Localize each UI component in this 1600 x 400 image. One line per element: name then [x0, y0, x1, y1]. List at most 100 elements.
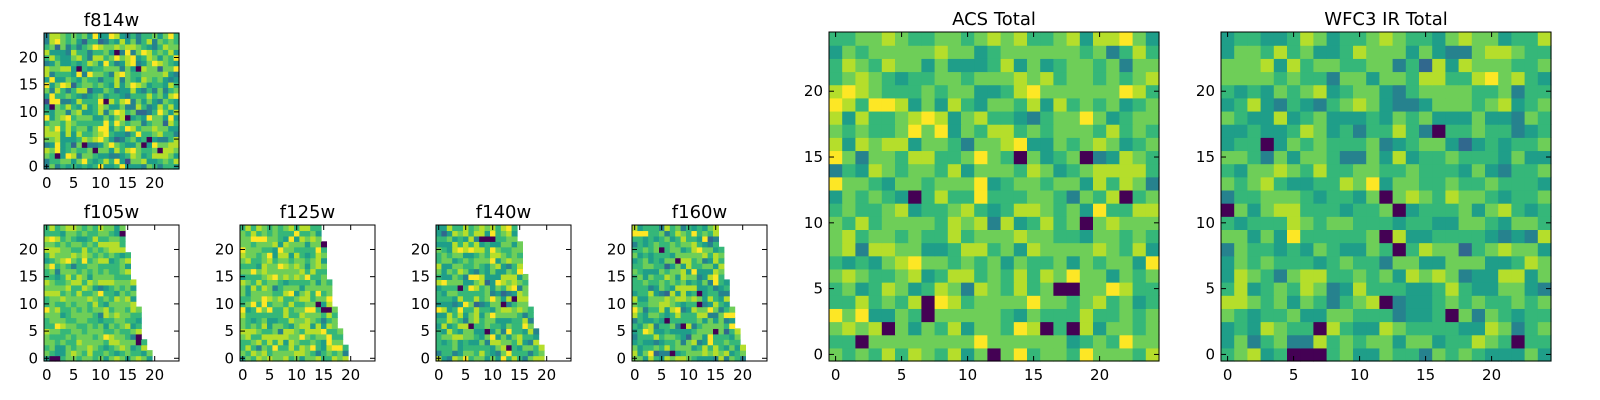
- heatmap-cell: [326, 317, 333, 324]
- heatmap-cell: [54, 103, 61, 110]
- heatmap-cell: [1040, 242, 1054, 257]
- heatmap-cell: [261, 328, 268, 335]
- heatmap-cell: [1379, 137, 1394, 152]
- heatmap-cell: [637, 306, 644, 313]
- heatmap-cell: [1485, 321, 1499, 336]
- heatmap-cell: [119, 268, 126, 275]
- heatmap-cell: [441, 241, 448, 248]
- heatmap-cell: [98, 306, 104, 313]
- heatmap-cell: [961, 189, 975, 204]
- heatmap-cell: [457, 317, 464, 324]
- heatmap-cell: [157, 120, 164, 127]
- heatmap-cell: [868, 255, 883, 270]
- heatmap-cell: [1273, 150, 1288, 165]
- heatmap-cell: [299, 355, 306, 362]
- heatmap-cell: [60, 252, 67, 259]
- heatmap-cell: [648, 252, 655, 259]
- heatmap-cell: [256, 252, 263, 259]
- heatmap-cell: [92, 322, 99, 329]
- heatmap-cell: [452, 235, 459, 242]
- heatmap-cell: [157, 163, 164, 170]
- heatmap-cell: [114, 125, 121, 132]
- heatmap-cell: [637, 333, 644, 340]
- heatmap-cell: [457, 333, 464, 340]
- heatmap-cell: [908, 268, 922, 283]
- heatmap-cell: [299, 301, 306, 308]
- heatmap-cell: [162, 141, 169, 148]
- heatmap-cell: [1247, 268, 1262, 283]
- heatmap-cell: [1247, 97, 1262, 112]
- heatmap-cell: [288, 339, 295, 346]
- y-tick-label: 10: [1196, 214, 1215, 232]
- heatmap-cell: [723, 295, 730, 302]
- heatmap-cell: [1458, 163, 1473, 178]
- heatmap-cell: [114, 355, 121, 362]
- heatmap-cell: [54, 136, 61, 143]
- heatmap-cell: [642, 257, 649, 264]
- heatmap-cell: [272, 306, 279, 313]
- heatmap-cell: [895, 242, 909, 257]
- heatmap-cell: [436, 295, 442, 302]
- heatmap-cell: [103, 76, 110, 83]
- heatmap-cell: [299, 295, 306, 302]
- heatmap-cell: [162, 92, 169, 99]
- heatmap-cell: [157, 49, 164, 56]
- heatmap-cell: [60, 60, 67, 67]
- heatmap-cell: [146, 49, 153, 56]
- heatmap-cell: [108, 87, 115, 94]
- heatmap-cell: [1300, 176, 1314, 191]
- heatmap-cell: [691, 312, 698, 319]
- heatmap-cell: [934, 124, 949, 138]
- heatmap-cell: [277, 284, 284, 291]
- heatmap-cell: [484, 350, 491, 357]
- heatmap-cell: [60, 33, 67, 40]
- heatmap-cell: [659, 333, 665, 340]
- heatmap-cell: [310, 328, 317, 335]
- heatmap-cell: [934, 163, 949, 178]
- heatmap-cell: [71, 43, 77, 50]
- heatmap-cell: [1079, 84, 1094, 99]
- x-tick-label: 15: [1024, 366, 1043, 384]
- heatmap-cell: [1419, 255, 1433, 270]
- heatmap-cell: [283, 257, 290, 264]
- heatmap-cell: [675, 273, 682, 280]
- heatmap-cell: [495, 301, 502, 308]
- heatmap-cell: [1287, 176, 1301, 191]
- y-tick-label: 15: [19, 268, 38, 286]
- heatmap-cell: [81, 125, 88, 132]
- heatmap-cell: [60, 241, 67, 248]
- x-tick-label: 20: [145, 366, 164, 384]
- heatmap-cell: [452, 268, 459, 275]
- heatmap-cell: [702, 263, 709, 270]
- heatmap-cell: [842, 32, 856, 46]
- heatmap-cell: [1537, 282, 1552, 296]
- heatmap-cell: [1287, 189, 1301, 204]
- heatmap-cell: [1353, 308, 1367, 323]
- heatmap-cell: [65, 136, 72, 143]
- heatmap-cell: [881, 268, 896, 283]
- heatmap-cell: [947, 255, 962, 270]
- heatmap-cell: [495, 230, 502, 237]
- heatmap-cell: [108, 355, 115, 362]
- heatmap-cell: [441, 279, 448, 286]
- heatmap-cell: [527, 339, 534, 346]
- heatmap-cell: [446, 333, 453, 340]
- heatmap-cell: [479, 246, 486, 253]
- heatmap-cell: [1106, 110, 1120, 125]
- heatmap-cell: [119, 257, 126, 264]
- heatmap-cell: [686, 273, 692, 280]
- heatmap-cell: [664, 290, 671, 297]
- heatmap-cell: [60, 344, 67, 351]
- heatmap-cell: [1013, 295, 1028, 309]
- heatmap-cell: [157, 87, 164, 94]
- heatmap-cell: [506, 328, 513, 335]
- heatmap-cell: [1313, 255, 1328, 270]
- heatmap-cell: [245, 306, 252, 313]
- heatmap-cell: [310, 230, 317, 237]
- heatmap-cell: [81, 273, 88, 280]
- heatmap-cell: [829, 97, 843, 112]
- heatmap-cell: [490, 290, 496, 297]
- heatmap-cell: [653, 322, 660, 329]
- heatmap-cell: [1066, 110, 1081, 125]
- heatmap-cell: [168, 65, 175, 72]
